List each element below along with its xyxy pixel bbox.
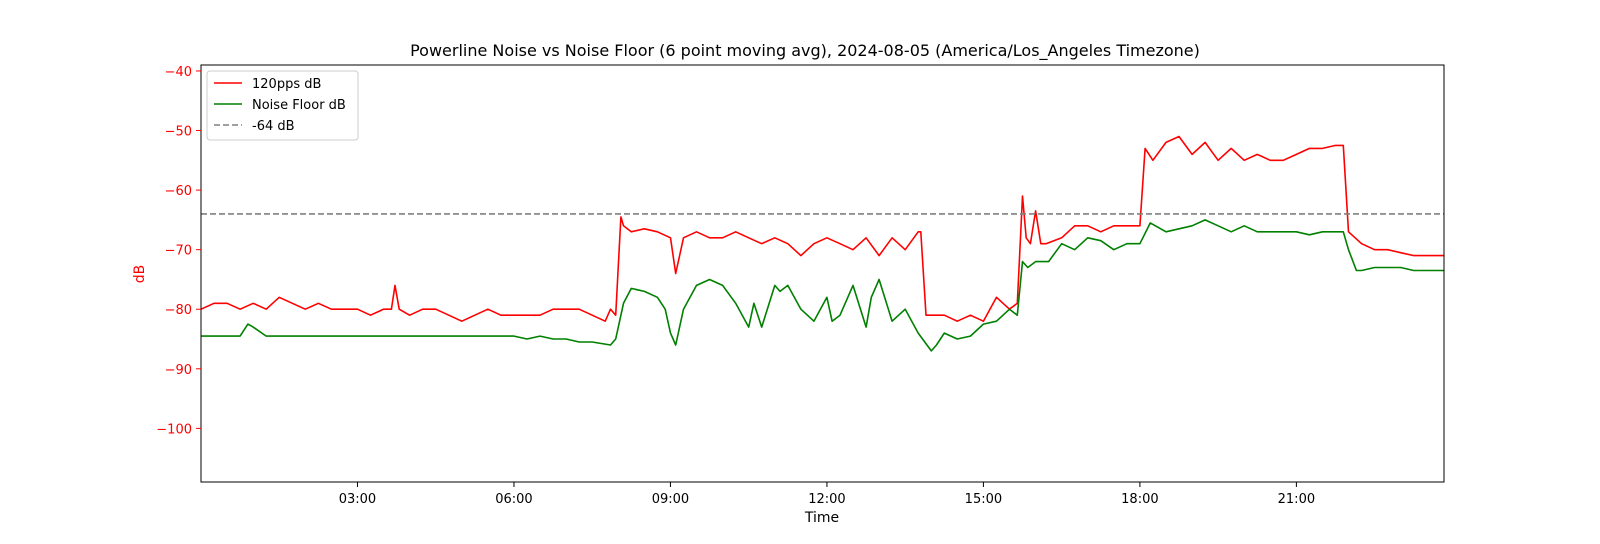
x-tick-label: 15:00 xyxy=(965,492,1002,507)
x-axis: 03:00 06:00 09:00 12:00 15:00 18:00 21:00 xyxy=(339,482,1315,507)
legend-label: Noise Floor dB xyxy=(252,98,346,113)
y-tick-label: −70 xyxy=(165,244,192,259)
y-tick-label: −90 xyxy=(165,363,192,378)
chart-title: Powerline Noise vs Noise Floor (6 point … xyxy=(410,41,1200,61)
y-tick-label: −80 xyxy=(165,303,192,318)
x-tick-label: 03:00 xyxy=(339,492,376,507)
legend-items: 120pps dB Noise Floor dB -64 dB xyxy=(214,77,346,134)
legend-label: -64 dB xyxy=(252,119,295,134)
legend-label: 120pps dB xyxy=(252,77,321,92)
series-layer xyxy=(200,135,1444,352)
x-tick-label: 18:00 xyxy=(1121,492,1158,507)
y-tick-label: −40 xyxy=(165,65,192,80)
x-tick-label: 12:00 xyxy=(808,492,845,507)
x-axis-label: Time xyxy=(804,510,839,526)
series-line-0 xyxy=(200,135,1444,323)
y-axis: −40 −50 −60 −70 −80 −90 −100 xyxy=(156,65,201,437)
y-tick-label: −100 xyxy=(156,422,192,437)
x-tick-label: 21:00 xyxy=(1278,492,1315,507)
legend-box xyxy=(206,70,359,141)
series-line-1 xyxy=(201,219,1444,352)
x-tick-label: 06:00 xyxy=(495,492,532,507)
y-tick-label: −60 xyxy=(165,184,192,199)
x-tick-label: 09:00 xyxy=(652,492,689,507)
plot-area-frame xyxy=(200,64,1445,483)
chart-legend: 120pps dB Noise Floor dB -64 dB xyxy=(206,70,359,141)
y-tick-label: −50 xyxy=(165,125,192,140)
y-axis-label: dB xyxy=(132,265,148,284)
